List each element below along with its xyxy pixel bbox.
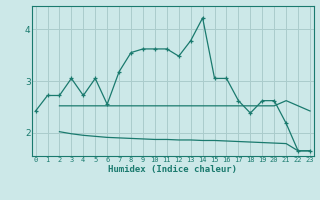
X-axis label: Humidex (Indice chaleur): Humidex (Indice chaleur): [108, 165, 237, 174]
